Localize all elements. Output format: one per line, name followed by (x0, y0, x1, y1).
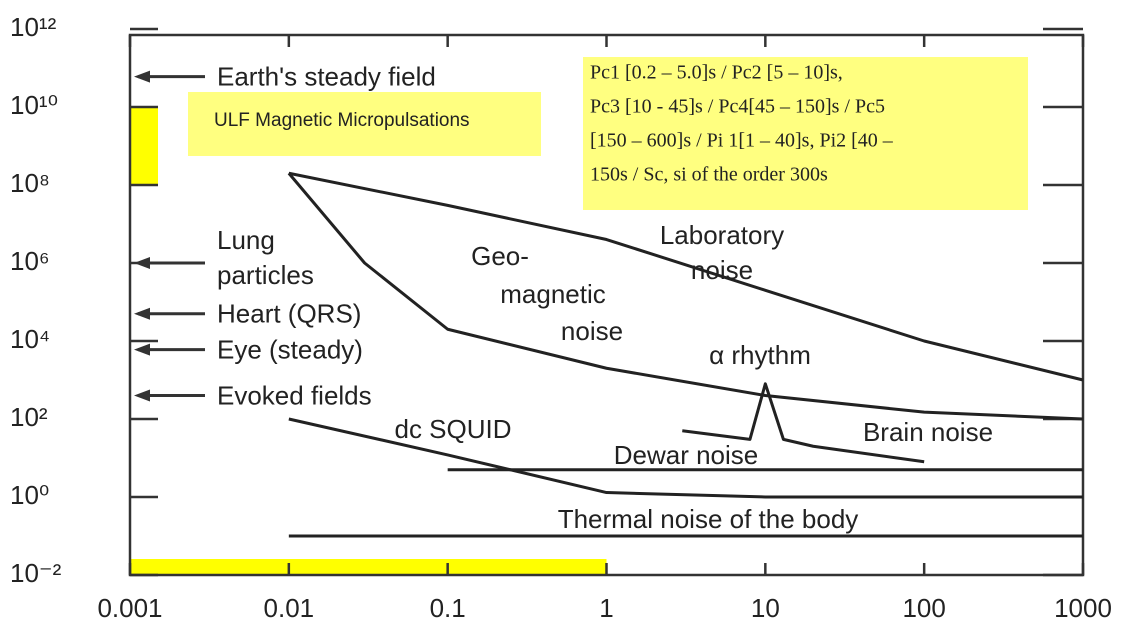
peak-label: α rhythm (709, 340, 811, 370)
arrow-head (134, 389, 150, 402)
curve-label: Brain noise (863, 417, 993, 447)
arrow-head (134, 343, 150, 356)
arrow-head (134, 307, 150, 320)
annotation-label: particles (217, 260, 314, 290)
curve-label: noise (561, 316, 623, 346)
noise-curve (682, 382, 925, 464)
y-tick-label: 10⁶ (10, 246, 50, 276)
curve-label: Geo- (471, 241, 529, 271)
note-text: ULF Magnetic Micropulsations (214, 110, 470, 131)
note-text: 150s / Sc, si of the order 300s (590, 164, 828, 186)
x-tick-label: 0.001 (97, 593, 162, 623)
x-tick-label: 1000 (1054, 593, 1112, 623)
y-tick-label: 10¹² (10, 12, 57, 42)
annotation-label: Lung (217, 225, 275, 255)
y-tick-label: 10⁴ (10, 324, 50, 354)
y-tick-label: 10² (10, 402, 48, 432)
noise-curve (288, 417, 1083, 499)
noise-curve (287, 172, 1084, 421)
x-tick-label: 10 (751, 593, 780, 623)
curve-label: Laboratory (660, 220, 784, 250)
noise-curve (288, 171, 1084, 382)
y-tick-label: 10⁻² (10, 558, 62, 588)
x-tick-label: 1 (599, 593, 613, 623)
curve-label: noise (691, 255, 753, 285)
y-tick-label: 10⁸ (10, 168, 50, 198)
annotation-label: Eye (steady) (217, 335, 363, 365)
note-box (583, 57, 1028, 210)
curve-label: Dewar noise (614, 440, 759, 470)
curve-label: magnetic (500, 279, 606, 309)
x-tick-label: 100 (902, 593, 945, 623)
curve-label: Thermal noise of the body (558, 504, 859, 534)
note-text: Pc3 [10 - 45]s / Pc4[45 – 150]s / Pc5 (590, 96, 885, 118)
arrow-head (134, 70, 150, 83)
x-tick-label: 0.01 (264, 593, 315, 623)
y-range-highlight (130, 107, 158, 185)
note-text: [150 – 600]s / Pi 1[1 – 40]s, Pi2 [40 – (590, 130, 894, 152)
y-tick-label: 10¹⁰ (10, 90, 58, 120)
annotation-label: Earth's steady field (217, 62, 436, 92)
curve-label: dc SQUID (394, 414, 511, 444)
annotation-label: Evoked fields (217, 380, 372, 410)
note-box (188, 92, 541, 156)
annotation-label: Heart (QRS) (217, 299, 361, 329)
note-text: Pc1 [0.2 – 5.0]s / Pc2 [5 – 10]s, (590, 62, 843, 84)
y-tick-label: 10⁰ (10, 480, 49, 510)
x-range-highlight (130, 559, 607, 575)
arrow-head (134, 257, 150, 269)
x-tick-label: 0.1 (430, 593, 466, 623)
